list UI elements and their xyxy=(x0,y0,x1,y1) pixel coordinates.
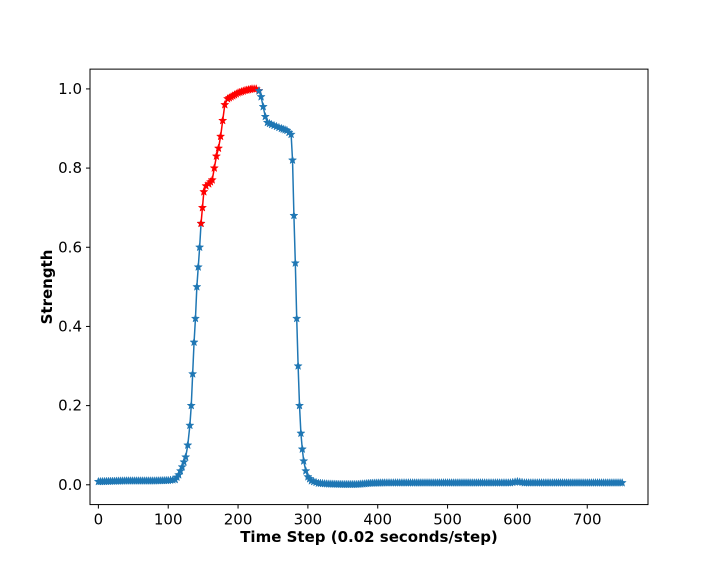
data-point-star xyxy=(617,477,627,487)
data-point-star xyxy=(207,175,217,184)
data-point-star xyxy=(290,258,300,268)
data-point-star xyxy=(254,85,264,95)
data-point-star xyxy=(193,262,203,272)
data-point-star xyxy=(185,420,195,430)
x-axis-label: Time Step (0.02 seconds/step) xyxy=(240,528,498,546)
y-axis-label: Strength xyxy=(38,250,56,325)
data-point-star xyxy=(181,452,191,462)
data-point-star xyxy=(197,202,208,212)
x-tick-label: 400 xyxy=(363,511,392,529)
data-point-star xyxy=(196,218,206,228)
y-axis-ticks: 0.0 0.2 0.4 0.6 0.8 1.0 xyxy=(58,80,90,494)
y-tick-label: 0.8 xyxy=(58,159,82,177)
x-tick-label: 500 xyxy=(433,511,462,529)
data-point-star xyxy=(213,143,224,153)
data-point-star xyxy=(179,457,189,466)
data-point-star xyxy=(215,131,226,141)
data-point-star xyxy=(199,186,209,196)
y-tick-label: 0.2 xyxy=(58,397,82,415)
data-point-star xyxy=(289,210,299,220)
plot-background xyxy=(90,69,648,505)
x-tick-label: 700 xyxy=(573,511,602,529)
data-point-star xyxy=(220,99,230,109)
y-tick-label: 0.4 xyxy=(58,317,82,335)
data-point-star xyxy=(258,101,268,111)
data-point-star xyxy=(299,456,309,466)
data-point-star xyxy=(177,462,187,471)
data-point-star xyxy=(194,242,205,252)
plot-frame xyxy=(89,68,649,506)
series-layer xyxy=(93,83,627,489)
x-axis-ticks: 0 100 200 300 400 500 600 700 xyxy=(94,504,602,529)
data-point-star xyxy=(260,111,270,121)
data-point-star xyxy=(189,337,199,347)
data-point-star xyxy=(301,466,311,475)
x-tick-label: 300 xyxy=(294,511,323,529)
x-tick-label: 100 xyxy=(154,511,183,529)
data-point-star xyxy=(192,281,202,291)
data-point-star xyxy=(209,163,219,173)
data-point-star xyxy=(292,313,302,323)
data-point-star xyxy=(287,155,298,165)
data-point-star xyxy=(186,400,196,410)
data-point-star xyxy=(211,151,222,161)
data-point-star xyxy=(256,91,266,101)
data-point-star xyxy=(183,440,193,450)
data-point-star xyxy=(294,400,305,410)
y-tick-label: 0.6 xyxy=(58,238,82,256)
data-point-star xyxy=(296,428,306,438)
data-point-star xyxy=(297,444,307,454)
x-tick-label: 600 xyxy=(503,511,532,529)
x-tick-label: 200 xyxy=(224,511,253,529)
data-point-star xyxy=(187,369,198,378)
data-point-star xyxy=(293,361,303,370)
data-point-star xyxy=(218,115,228,125)
data-point-star xyxy=(286,129,296,139)
y-tick-label: 0.0 xyxy=(58,476,82,494)
data-point-star xyxy=(190,313,201,323)
x-tick-label: 0 xyxy=(94,511,104,529)
y-tick-label: 1.0 xyxy=(58,80,82,98)
